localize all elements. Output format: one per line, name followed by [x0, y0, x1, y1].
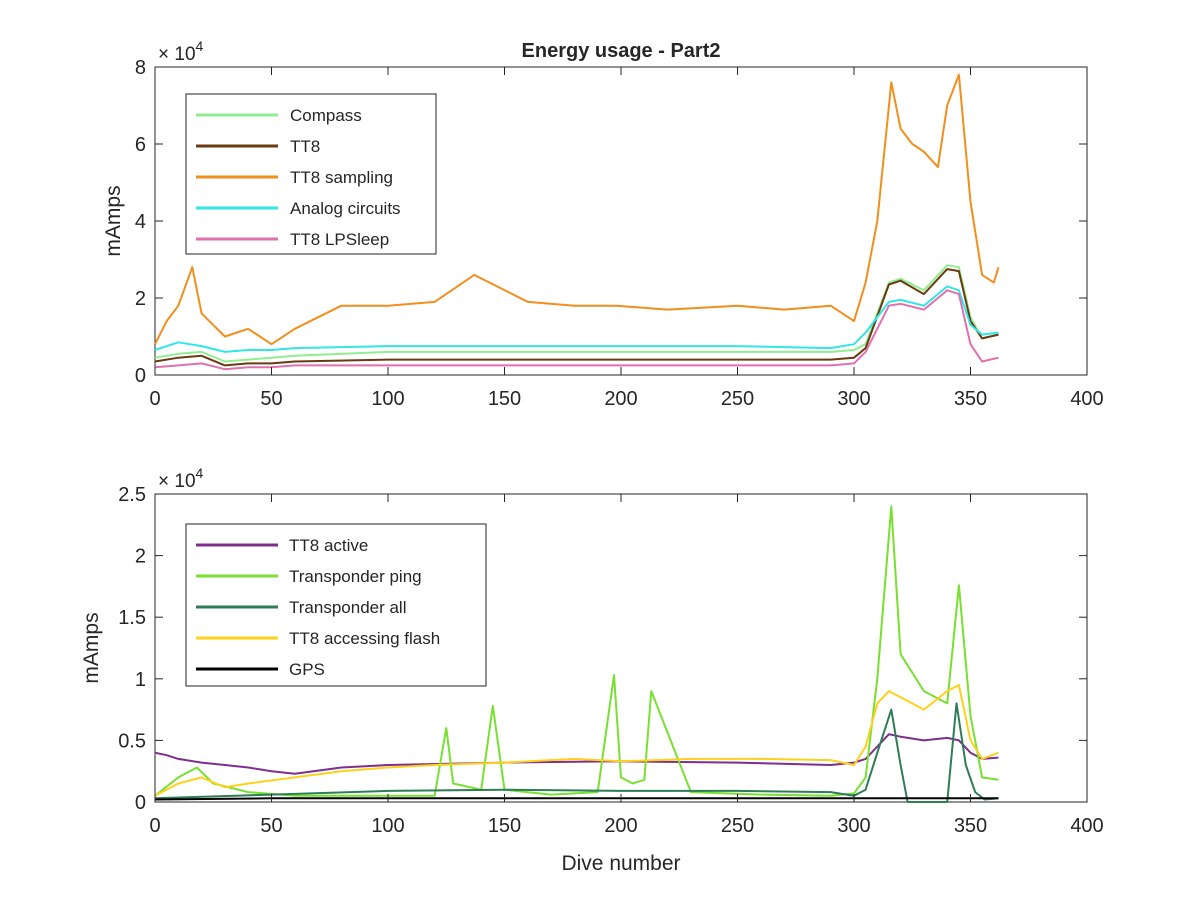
top-chart-title: Energy usage - Part2	[522, 40, 721, 62]
bottom-chart-x-ticks: 0 50 100 150 200 250 300 350 400	[149, 494, 1104, 837]
top-chart-legend: Compass TT8 TT8 sampling Analog circuits TT8…	[185, 93, 437, 255]
bottom-chart-y-ticks: 0 0.5 1 1.5 2 2.5	[118, 484, 1087, 814]
bottom-chart-x-tick-label: 300	[837, 815, 870, 837]
bottom-chart-y-tick-label: 0.5	[118, 730, 146, 752]
bottom-chart-x-tick-label: 100	[371, 815, 404, 837]
bottom-chart-y-tick-label: 1	[135, 669, 146, 691]
top-chart-y-axis-label: mAmps	[102, 185, 125, 256]
bottom-chart-legend-box	[185, 523, 487, 687]
bottom-chart-series-layer	[154, 505, 999, 803]
top-chart-x-tick-label: 50	[260, 388, 282, 410]
bottom-chart-legend: TT8 active Transponder ping Transponder al…	[185, 523, 487, 687]
top-chart-series-tt8-sampling	[154, 73, 1000, 346]
top-chart-y-tick-label: 4	[135, 211, 146, 233]
top-chart-x-tick-label: 100	[371, 388, 404, 410]
bottom-chart-y-tick-label: 1.5	[118, 607, 146, 629]
bottom-chart-exponent-power: 4	[196, 465, 204, 481]
top-chart-series-compass	[154, 264, 999, 363]
top-chart-x-tick-label: 200	[604, 388, 637, 410]
bottom-chart-y-tick-label: 0	[135, 792, 146, 814]
top-chart-x-tick-label: 400	[1070, 388, 1103, 410]
top-chart-panel: 0 50 100 150 200 250 300 350 400 0 2 4 6 8 Energy us…	[102, 38, 1104, 410]
bottom-chart-y-tick-label: 2	[135, 546, 146, 568]
top-chart-y-tick-label: 2	[135, 288, 146, 310]
bottom-chart-x-tick-label: 250	[721, 815, 754, 837]
bottom-chart-x-tick-label: 150	[488, 815, 521, 837]
bottom-chart-x-tick-label: 50	[260, 815, 282, 837]
top-chart-x-tick-label: 250	[721, 388, 754, 410]
top-chart-legend-box	[185, 93, 437, 255]
top-chart-y-tick-label: 6	[135, 134, 146, 156]
bottom-chart-series-tt8-accessing-flash	[154, 684, 999, 797]
bottom-chart-legend-label-gps: GPS	[289, 660, 325, 679]
top-chart-series-layer	[154, 73, 1000, 371]
top-chart-x-ticks: 0 50 100 150 200 250 300 350 400	[149, 67, 1104, 410]
bottom-chart-x-tick-label: 0	[149, 815, 160, 837]
bottom-chart-x-axis-label: Dive number	[561, 852, 680, 875]
top-chart-x-tick-label: 350	[954, 388, 987, 410]
top-chart-legend-label-tt8-lpsleep: TT8 LPSleep	[290, 230, 389, 249]
top-chart-series-analog-circuits	[154, 285, 999, 353]
top-chart-exponent: × 104	[158, 38, 204, 65]
top-chart-x-tick-label: 150	[488, 388, 521, 410]
top-chart-y-tick-label: 0	[135, 365, 146, 387]
top-chart-series-tt8-lpsleep	[154, 289, 999, 371]
bottom-chart-legend-label-transponder-ping: Transponder ping	[289, 567, 422, 586]
top-chart-series-tt8	[154, 268, 999, 367]
bottom-chart-legend-label-tt8-active: TT8 active	[289, 536, 368, 555]
bottom-chart-panel: 0 50 100 150 200 250 300 350 400 0 0.5 1 1.5 2 2.5 Di…	[80, 465, 1104, 875]
top-chart-exponent-power: 4	[196, 38, 204, 54]
bottom-chart-series-transponder-all	[154, 702, 999, 803]
top-chart-y-ticks: 0 2 4 6 8	[135, 57, 1087, 387]
bottom-chart-series-tt8-active	[154, 733, 999, 775]
top-chart-exponent-base: × 10	[158, 44, 196, 65]
bottom-chart-legend-label-tt8-accessing-flash: TT8 accessing flash	[289, 629, 440, 648]
top-chart-legend-label-tt8: TT8	[290, 137, 320, 156]
top-chart-x-tick-label: 0	[149, 388, 160, 410]
bottom-chart-x-tick-label: 200	[604, 815, 637, 837]
top-chart-legend-label-analog-circuits: Analog circuits	[290, 199, 401, 218]
bottom-chart-exponent-base: × 10	[158, 471, 196, 492]
bottom-chart-y-axis-label: mAmps	[80, 612, 103, 683]
bottom-chart-series-transponder-ping	[154, 505, 999, 797]
top-chart-x-tick-label: 300	[837, 388, 870, 410]
bottom-chart-x-tick-label: 400	[1070, 815, 1103, 837]
bottom-chart-x-tick-label: 350	[954, 815, 987, 837]
bottom-chart-exponent: × 104	[158, 465, 204, 492]
top-chart-y-tick-label: 8	[135, 57, 146, 79]
bottom-chart-legend-label-transponder-all: Transponder all	[289, 598, 407, 617]
bottom-chart-y-tick-label: 2.5	[118, 484, 146, 506]
top-chart-legend-label-compass: Compass	[290, 106, 362, 125]
top-chart-legend-label-tt8-sampling: TT8 sampling	[290, 168, 393, 187]
